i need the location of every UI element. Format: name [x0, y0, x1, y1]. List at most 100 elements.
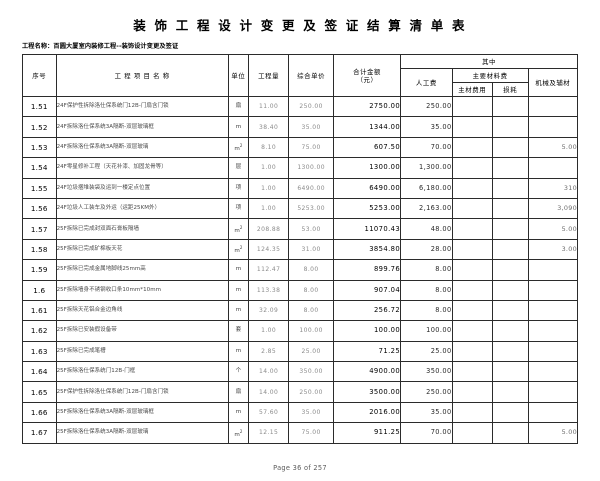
cell-main-fee: [451, 238, 493, 261]
page-title: 装 饰 工 程 设 计 变 更 及 签 证 结 算 清 单 表: [133, 18, 467, 33]
cell-machine-aux: [527, 157, 579, 179]
cell-quantity: 11.00: [247, 95, 290, 118]
cell-loss: [491, 340, 529, 363]
cell-amount: 1344.00: [332, 116, 402, 138]
cell-machine-aux: [527, 401, 579, 424]
cell-loss: [491, 116, 529, 138]
cell-loss: [491, 197, 529, 220]
cell-seq: 1.53: [22, 136, 57, 159]
cell-main-fee: [451, 401, 493, 424]
cell-amount: 911.25: [332, 422, 402, 444]
cell-amount: 2750.00: [332, 95, 402, 118]
cell-amount: 3854.80: [332, 238, 402, 261]
table-row: 1.62 25F拆除已安装假设备带套 1.00 100.00 100.00 100.00: [22, 320, 579, 342]
cell-seq: 1.63: [22, 340, 57, 363]
cell-main-fee: [451, 422, 493, 444]
cell-machine-aux: [527, 340, 579, 363]
cell-amount: 6490.00: [332, 177, 402, 199]
cell-amount: 4900.00: [332, 361, 402, 383]
cell-item-name: 24F拆除洛仕保系统3A隔断-双层玻璃: [55, 136, 229, 159]
cell-seq: 1.65: [22, 381, 57, 403]
cell-quantity: 1.00: [247, 157, 290, 179]
col-header-unit-price: 综合单价: [288, 54, 334, 97]
cell-unit-price: 100.00: [288, 320, 334, 342]
cell-amount: 1300.00: [332, 157, 402, 179]
cell-machine-aux: [527, 299, 579, 322]
cell-unit: m: [227, 279, 249, 301]
cell-seq: 1.61: [22, 299, 57, 322]
cell-item-name: 24F垃圾捆堆装袋及运到一楼定点位置: [55, 177, 229, 199]
cell-machine-aux: [527, 279, 579, 301]
cell-unit: m2: [227, 238, 249, 261]
cell-amount: 5253.00: [332, 197, 402, 220]
cell-machine-aux: [527, 361, 579, 383]
cell-unit-price: 31.00: [288, 238, 334, 261]
cell-loss: [491, 320, 529, 342]
cell-unit: m: [227, 116, 249, 138]
cell-machine-aux: 3,090: [527, 197, 579, 220]
cell-item-name: 25F拆除洛仕保系统门12B-门框: [55, 361, 229, 383]
cell-loss: [491, 95, 529, 118]
table-header: 序号 工 程 项 目 名 称 单位 工程量 综合单价 合计金额 （元） 其中 人…: [22, 54, 579, 97]
cell-labor-fee: 35.00: [400, 116, 453, 138]
cell-unit: m: [227, 259, 249, 281]
cell-item-name: 25F拆除已完成笔槽: [55, 340, 229, 363]
col-header-unit: 单位: [227, 54, 249, 97]
col-header-machine-aux: 机械及辅材: [527, 68, 579, 97]
cell-main-fee: [451, 320, 493, 342]
col-header-amount-line1: 合计金额: [353, 67, 382, 76]
cell-main-fee: [451, 361, 493, 383]
table-row: 1.55 24F垃圾捆堆装袋及运到一楼定点位置项 1.00 6490.00 6490.0…: [22, 177, 579, 199]
cell-seq: 1.59: [22, 259, 57, 281]
cell-unit-price: 6490.00: [288, 177, 334, 199]
cell-item-name: 25F拆除已完成矿棉板天花: [55, 238, 229, 261]
cell-item-name: 24F零星修补工程（天花补漆、加固龙骨等）: [55, 157, 229, 179]
cell-item-name: 25F拆除已安装假设备带: [55, 320, 229, 342]
cell-amount: 607.50: [332, 136, 402, 159]
cell-item-name: 24F垃圾人工装车及外运（运距25KM外）: [55, 197, 229, 220]
cell-machine-aux: [527, 116, 579, 138]
cell-loss: [491, 361, 529, 383]
cell-quantity: 1.00: [247, 177, 290, 199]
cell-machine-aux: [527, 381, 579, 403]
col-header-seq: 序号: [22, 54, 57, 97]
cell-machine-aux: [527, 95, 579, 118]
table-row: 1.58 25F拆除已完成矿棉板天花 m2 124.35 31.00 3854.80 28.…: [22, 238, 579, 261]
cell-item-name: 25F拆除已完成封双面石膏板隔墙: [55, 218, 229, 240]
col-header-loss: 损耗: [491, 82, 529, 97]
col-header-main-material-fee: 主要材料费: [451, 68, 529, 83]
table-row: 1.64 25F拆除洛仕保系统门12B-门框个 14.00 350.00 4900.00…: [22, 361, 579, 383]
cell-quantity: 32.09: [247, 299, 290, 322]
cell-machine-aux: 3.00: [527, 238, 579, 261]
cell-unit-price: 35.00: [288, 116, 334, 138]
cell-main-fee: [451, 218, 493, 240]
table-body: 1.51 24F保护性拆除洛仕保系统门12B-门扇含门锁扇 11.00 250.00 2…: [22, 95, 579, 444]
col-header-item-name: 工 程 项 目 名 称: [55, 54, 229, 97]
document-page: 装 饰 工 程 设 计 变 更 及 签 证 结 算 清 单 表 工程名称：百圆大…: [0, 18, 600, 481]
cell-seq: 1.54: [22, 157, 57, 179]
cell-quantity: 14.00: [247, 361, 290, 383]
cell-amount: 71.25: [332, 340, 402, 363]
cell-unit: 扇: [227, 381, 249, 403]
cell-loss: [491, 218, 529, 240]
table-row: 1.59 25F拆除已完成金属地脚线25mm高 m 112.47 8.00 899.76 8…: [22, 259, 579, 281]
cell-unit: m2: [227, 218, 249, 240]
cell-main-fee: [451, 136, 493, 159]
cell-unit: m2: [227, 136, 249, 159]
col-header-among: 其中: [400, 54, 578, 69]
cell-unit-price: 8.00: [288, 299, 334, 322]
cell-quantity: 208.88: [247, 218, 290, 240]
cell-main-fee: [451, 381, 493, 403]
cell-labor-fee: 48.00: [400, 218, 453, 240]
cell-item-name: 25F保护性拆除洛仕保系统门12B-门扇含门锁: [55, 381, 229, 403]
table-row: 1.65 25F保护性拆除洛仕保系统门12B-门扇含门锁扇 14.00 250.00 3…: [22, 381, 579, 403]
cell-main-fee: [451, 299, 493, 322]
cell-quantity: 1.00: [247, 197, 290, 220]
cell-main-fee: [451, 340, 493, 363]
table-row: 1.61 25F拆除天花铝合金边角线 m 32.09 8.00 256.72 8.00: [22, 299, 579, 322]
col-header-labor-fee: 人工费: [400, 68, 453, 97]
cell-main-fee: [451, 116, 493, 138]
cell-seq: 1.58: [22, 238, 57, 261]
col-header-quantity: 工程量: [247, 54, 290, 97]
page-footer: Page 36 of 257: [273, 464, 327, 472]
